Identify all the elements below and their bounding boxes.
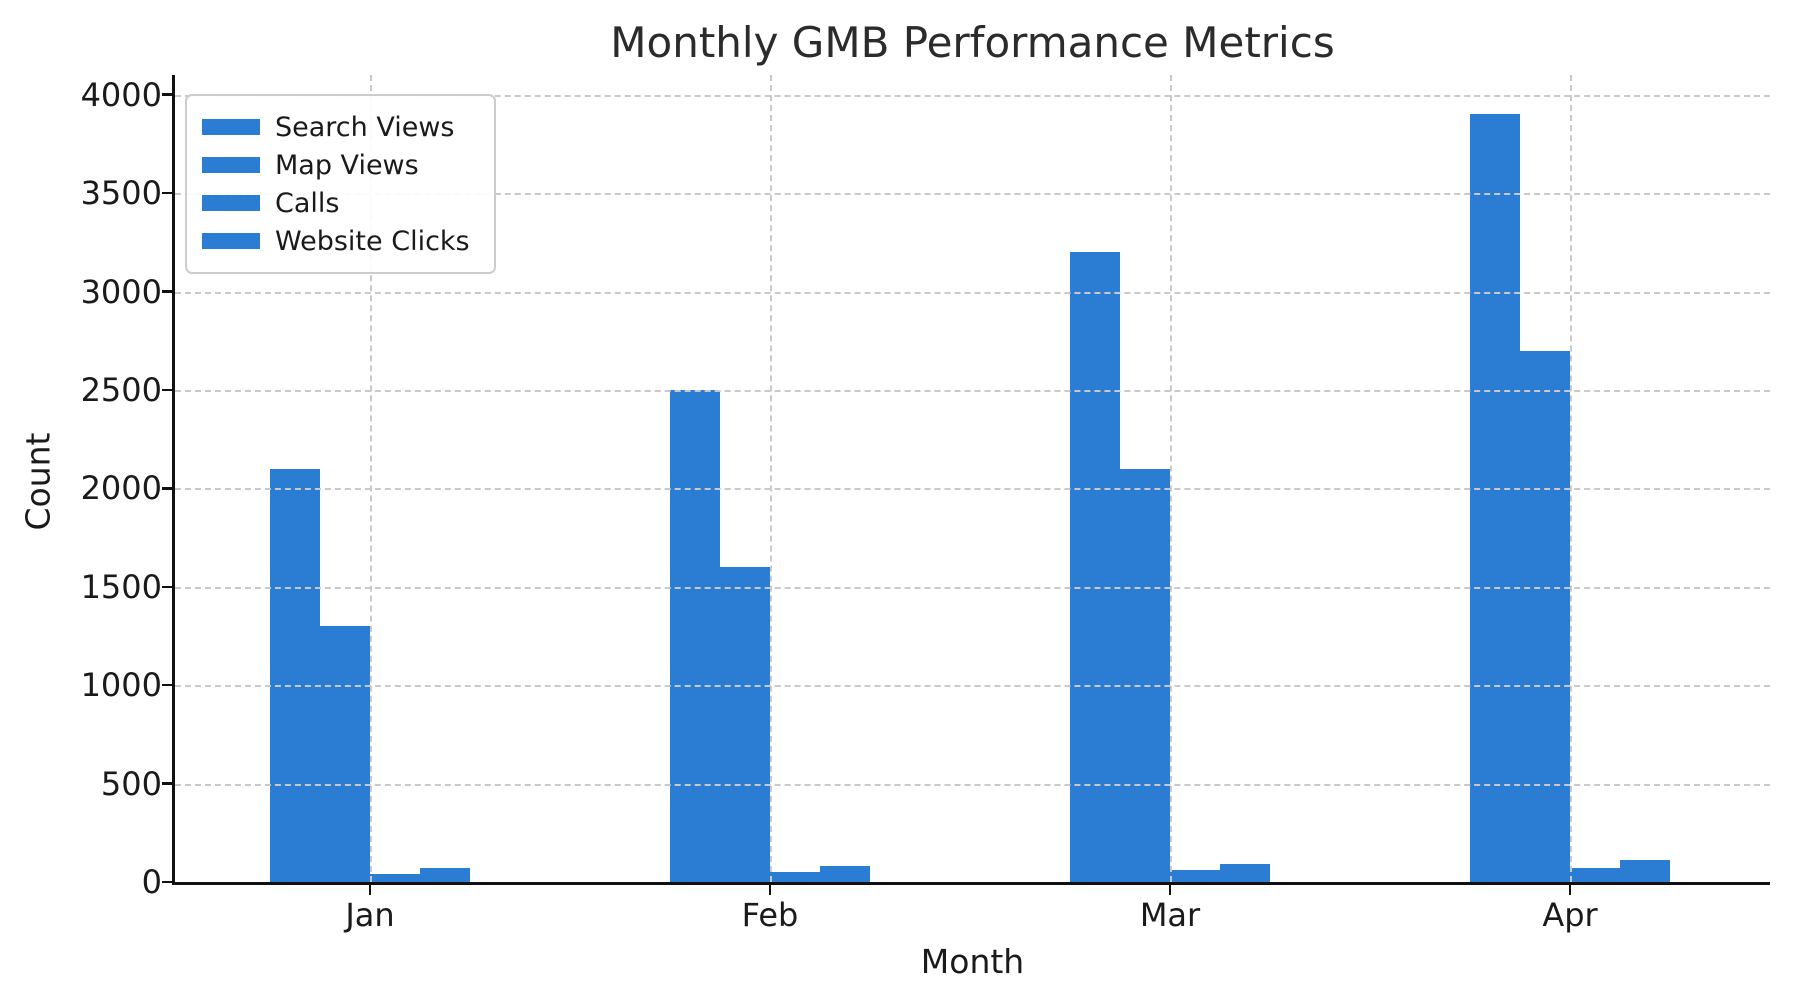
legend-swatch-icon: [202, 195, 260, 211]
bar-search-views-jan: [270, 468, 320, 882]
legend-swatch-icon: [202, 157, 260, 173]
bar-search-views-mar: [1070, 252, 1120, 882]
bar-map-views-feb: [720, 567, 770, 882]
bar-search-views-feb: [670, 389, 720, 882]
gridline-y-3500: [175, 193, 1770, 196]
y-axis-spine: [172, 75, 175, 885]
legend-item-label: Search Views: [275, 111, 455, 143]
y-tick-mark: [162, 388, 172, 392]
y-tick-label-2000: 2000: [80, 469, 162, 508]
bar-calls-apr: [1570, 868, 1620, 882]
bar-calls-mar: [1170, 870, 1220, 882]
x-tick-label-jan: Jan: [345, 896, 395, 934]
y-tick-label-3000: 3000: [80, 272, 162, 311]
y-tick-mark: [162, 93, 172, 96]
gridline-y-500: [175, 783, 1770, 786]
y-tick-label-500: 500: [100, 764, 162, 803]
x-axis-spine: [172, 882, 1770, 885]
x-tick-mark: [1168, 885, 1172, 895]
gridline-y-1500: [175, 586, 1770, 589]
y-tick-mark: [162, 585, 172, 588]
plot-area: [162, 75, 1770, 895]
legend-item-search-views: Search Views: [202, 108, 470, 146]
gridline-x-jan: [370, 75, 372, 882]
y-tick-mark: [162, 290, 172, 293]
x-tick-mark: [368, 885, 372, 895]
gridline-x-feb: [770, 75, 772, 882]
bar-website-clicks-mar: [1220, 864, 1270, 882]
bar-map-views-apr: [1520, 350, 1570, 882]
bar-website-clicks-feb: [820, 866, 870, 882]
bar-calls-feb: [770, 872, 820, 882]
y-tick-mark: [162, 782, 172, 785]
legend: Search Views Map Views Calls Website Clicks: [185, 94, 496, 274]
y-tick-label-0: 0: [141, 863, 162, 901]
gridline-y-4000: [175, 94, 1770, 97]
legend-swatch-icon: [202, 233, 260, 249]
y-tick-label-3500: 3500: [80, 174, 162, 213]
bar-website-clicks-apr: [1620, 860, 1670, 882]
legend-item-label: Website Clicks: [275, 225, 470, 257]
y-tick-label-1500: 1500: [80, 567, 162, 606]
y-tick-label-4000: 4000: [80, 75, 162, 114]
chart-title: Monthly GMB Performance Metrics: [610, 18, 1335, 67]
x-tick-label-feb: Feb: [741, 896, 799, 934]
x-tick-label-apr: Apr: [1542, 896, 1598, 934]
gridline-y-2500: [175, 389, 1770, 392]
y-tick-mark: [162, 880, 172, 884]
legend-item-website-clicks: Website Clicks: [202, 222, 470, 260]
legend-item-label: Map Views: [275, 149, 419, 181]
y-tick-label-2500: 2500: [80, 370, 162, 409]
legend-item-map-views: Map Views: [202, 146, 470, 184]
bar-map-views-mar: [1120, 468, 1170, 882]
x-tick-label-mar: Mar: [1139, 896, 1201, 934]
gridline-y-3000: [175, 291, 1770, 294]
x-tick-mark: [768, 885, 772, 895]
y-tick-label-1000: 1000: [80, 666, 162, 705]
bar-search-views-apr: [1470, 114, 1520, 882]
bar-map-views-jan: [320, 626, 370, 882]
gridline-y-1000: [175, 685, 1770, 688]
bar-calls-jan: [370, 874, 420, 882]
y-tick-mark: [162, 683, 172, 687]
legend-item-calls: Calls: [202, 184, 470, 222]
gridline-x-apr: [1570, 75, 1572, 882]
gridline-x-mar: [1170, 75, 1172, 882]
legend-swatch-icon: [202, 119, 260, 135]
y-tick-mark: [162, 191, 172, 195]
x-axis-label: Month: [920, 942, 1025, 981]
legend-item-label: Calls: [275, 187, 340, 219]
x-tick-mark: [1568, 885, 1572, 895]
bar-website-clicks-jan: [420, 868, 470, 882]
y-tick-mark: [162, 487, 172, 490]
gridline-y-2000: [175, 488, 1770, 491]
